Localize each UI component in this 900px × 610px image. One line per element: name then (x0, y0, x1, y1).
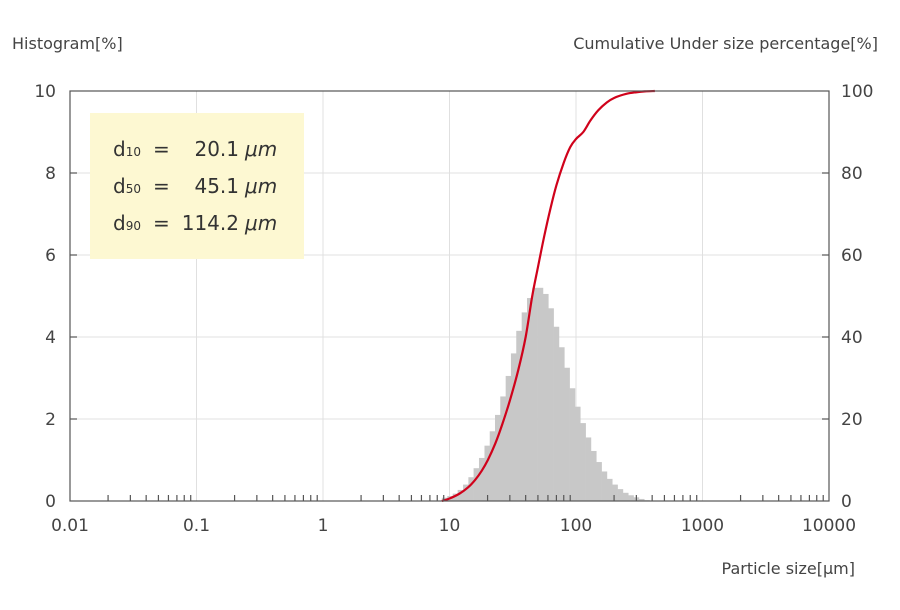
y-left-tick-label: 0 (45, 492, 56, 512)
histogram-bar (564, 367, 570, 501)
x-tick-label: 0.1 (183, 516, 210, 536)
stat-value: 20.1 (194, 137, 239, 161)
histogram-bar (622, 492, 629, 501)
y-right-tick-label: 40 (841, 328, 863, 348)
histogram-bar (510, 353, 517, 501)
histogram-bar (548, 308, 554, 501)
y-left-tick-label: 6 (45, 246, 56, 266)
y-right-tick-label: 80 (841, 164, 863, 184)
y-left-axis-title: Histogram[%] (12, 34, 123, 53)
histogram-bar (628, 495, 634, 501)
stat-label: d90 (113, 211, 141, 235)
axes (69, 90, 830, 502)
x-axis-title: Particle size[µm] (722, 559, 855, 578)
histogram-bar (553, 326, 560, 501)
histogram-bar (478, 457, 485, 501)
histogram-bar (585, 437, 592, 501)
stat-unit: μm (244, 211, 277, 235)
x-tick-label: 1 (318, 516, 329, 536)
y-right-axis-title: Cumulative Under size percentage[%] (573, 34, 878, 53)
histogram-bar (473, 468, 480, 501)
stat-value: 45.1 (194, 174, 239, 198)
histogram-bar (601, 471, 608, 501)
histogram-bar (574, 406, 581, 501)
histogram-bar (452, 493, 458, 501)
stat-subscript: 10 (126, 145, 141, 159)
stat-unit: μm (244, 174, 277, 198)
histogram-bar (617, 489, 624, 501)
histogram-bar (537, 287, 544, 501)
x-tick-label: 100 (560, 516, 592, 536)
y-right-tick-label: 100 (841, 82, 873, 102)
stat-subscript: 90 (126, 219, 141, 233)
stat-equals: = (153, 137, 170, 161)
histogram-bar (468, 477, 474, 501)
stat-row: d50 = 45.1 μm (113, 174, 277, 198)
stat-equals: = (153, 211, 170, 235)
histogram-bar (580, 423, 586, 501)
stat-subscript: 50 (126, 182, 141, 196)
histogram-bar (516, 330, 522, 501)
histogram-bar (590, 450, 597, 501)
histogram-bar (612, 484, 618, 501)
stat-label: d50 (113, 174, 141, 198)
histogram-bar (457, 489, 464, 501)
histogram-bar (532, 287, 538, 501)
stats-box-background (90, 113, 304, 259)
stat-equals: = (153, 174, 170, 198)
histogram-bar (569, 388, 576, 501)
histogram-bar (558, 347, 565, 501)
stat-d: d (113, 174, 126, 198)
x-tick-label: 1000 (681, 516, 724, 536)
stat-value: 114.2 (182, 211, 239, 235)
y-right-tick-label: 60 (841, 246, 863, 266)
histogram-bar (505, 375, 512, 501)
y-right-tick-label: 0 (841, 492, 852, 512)
stat-row: d10 = 20.1 μm (113, 137, 277, 161)
histogram-bar (489, 431, 496, 501)
x-tick-label: 0.01 (51, 516, 89, 536)
y-left-tick-label: 10 (34, 82, 56, 102)
plot-frame (69, 90, 830, 502)
stat-label: d10 (113, 137, 141, 161)
y-left-tick-label: 8 (45, 164, 56, 184)
histogram-bar (527, 298, 533, 501)
histogram-bar (606, 478, 613, 501)
histogram-bar (495, 414, 501, 501)
histogram-bar (521, 312, 528, 501)
tick-labels: 0.01 0.1 1 10 100 1000 10000024681002040608010… (34, 82, 873, 536)
y-left-tick-label: 4 (45, 328, 56, 348)
stat-d: d (113, 211, 126, 235)
cumulative-curve-group (441, 89, 655, 503)
histogram-bar (542, 293, 549, 501)
stat-d: d (113, 137, 126, 161)
x-tick-label: 10 (439, 516, 461, 536)
stat-unit: μm (244, 137, 277, 161)
histogram-bar (596, 462, 602, 501)
cumulative-curve (441, 89, 655, 503)
histogram-bar (638, 498, 645, 501)
stat-row: d90 = 114.2 μm (113, 211, 277, 235)
y-left-tick-label: 2 (45, 410, 56, 430)
histogram-bar (463, 484, 469, 501)
y-right-tick-label: 20 (841, 410, 863, 430)
x-tick-label: 10000 (802, 516, 856, 536)
histogram-bar (500, 396, 506, 501)
histogram-bar (484, 445, 491, 501)
